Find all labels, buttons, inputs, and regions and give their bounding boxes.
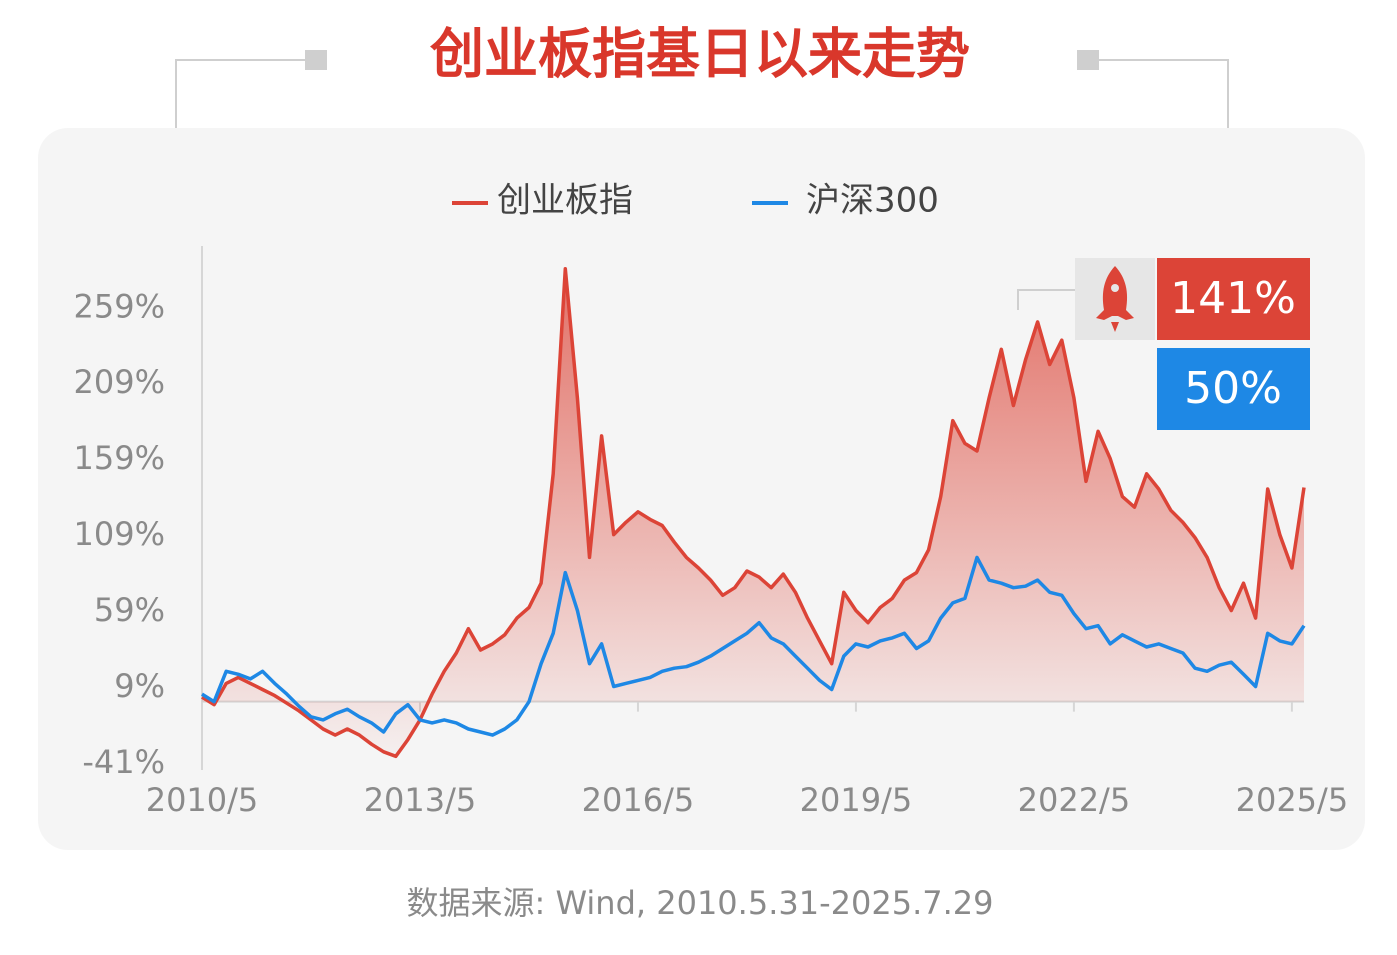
title-deco (1077, 50, 1099, 70)
series-line (201, 555, 1306, 737)
end-badge (1157, 258, 1310, 340)
x-tick-label: 2025/5 (1236, 781, 1349, 819)
area-fill (202, 268, 1304, 757)
series-line (201, 267, 1306, 759)
y-tick-label: -41% (82, 743, 165, 781)
title-bracket (175, 59, 1229, 128)
rocket-window (1111, 284, 1119, 292)
badge-connector (1017, 289, 1075, 310)
end-badge-label: 141% (1170, 273, 1296, 324)
y-tick-label: 159% (74, 439, 165, 477)
x-tick-label: 2019/5 (800, 781, 913, 819)
y-tick-label: 209% (74, 363, 165, 401)
chart-title: 创业板指基日以来走势 (430, 23, 970, 86)
rocket-icon (1096, 266, 1134, 332)
end-badge-label: 50% (1184, 363, 1282, 414)
y-tick-label: 9% (114, 667, 165, 705)
source-note: 数据来源: Wind, 2010.5.31-2025.7.29 (407, 884, 994, 922)
x-tick-label: 2022/5 (1018, 781, 1131, 819)
x-tick-label: 2010/5 (146, 781, 259, 819)
x-tick-label: 2016/5 (582, 781, 695, 819)
legend-label: 沪深300 (806, 181, 939, 221)
chart-panel (38, 128, 1365, 850)
y-tick-label: 259% (74, 287, 165, 325)
y-tick-label: 109% (74, 515, 165, 553)
x-tick-label: 2013/5 (364, 781, 477, 819)
y-tick-label: 59% (94, 591, 165, 629)
end-badge (1157, 348, 1310, 430)
legend-label: 创业板指 (497, 181, 633, 221)
title-deco (305, 50, 327, 70)
